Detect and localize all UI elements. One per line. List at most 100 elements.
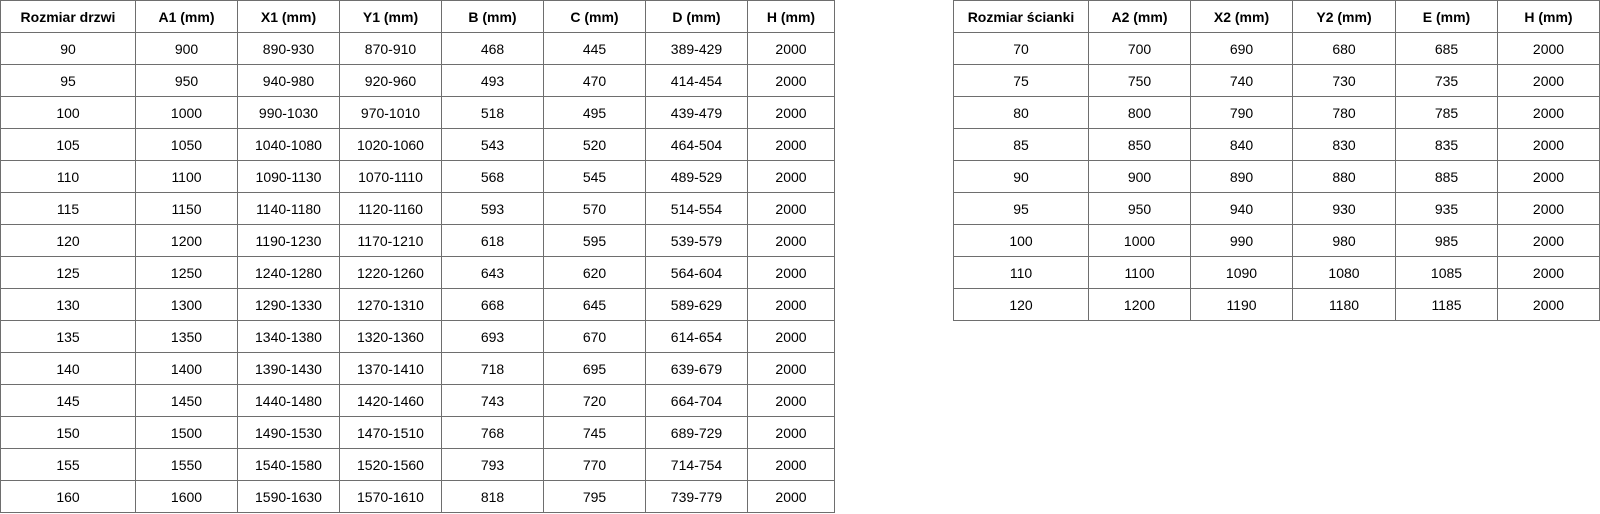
column-header: A1 (mm) [135, 0, 238, 33]
table-cell: 970-1010 [339, 96, 442, 129]
table-row: 125 1250 1240-1280 1220-1260 643 620 564-604 20… [0, 256, 835, 289]
table-cell: 1100 [1088, 256, 1191, 289]
table-cell: 2000 [747, 352, 835, 385]
table-cell: 1470-1510 [339, 416, 442, 449]
table-cell: 689-729 [645, 416, 748, 449]
table-cell: 680 [1292, 32, 1396, 65]
table-cell: 1020-1060 [339, 128, 442, 161]
table-cell: 990 [1190, 224, 1293, 257]
column-header: B (mm) [441, 0, 544, 33]
table-cell: 940-980 [237, 64, 340, 97]
table-cell: 750 [1088, 64, 1191, 97]
column-header: H (mm) [747, 0, 835, 33]
table-cell: 880 [1292, 160, 1396, 193]
table-cell: 2000 [747, 416, 835, 449]
table-cell: 95 [953, 192, 1089, 225]
table-cell: 2000 [747, 320, 835, 353]
table-cell: 140 [0, 352, 136, 385]
table-cell: 100 [953, 224, 1089, 257]
table-row: 120 1200 1190-1230 1170-1210 618 595 539-579 20… [0, 224, 835, 257]
table-cell: 2000 [747, 288, 835, 321]
table-cell: 1090-1130 [237, 160, 340, 193]
table-cell: 130 [0, 288, 136, 321]
table-cell: 800 [1088, 96, 1191, 129]
table-row: 140 1400 1390-1430 1370-1410 718 695 639-679 20… [0, 352, 835, 385]
table-cell: 2000 [747, 224, 835, 257]
table-row: 145 1450 1440-1480 1420-1460 743 720 664-704 20… [0, 384, 835, 417]
table-cell: 464-504 [645, 128, 748, 161]
table-cell: 135 [0, 320, 136, 353]
column-header: X1 (mm) [237, 0, 340, 33]
table-cell: 1540-1580 [237, 448, 340, 481]
table-cell: 115 [0, 192, 136, 225]
table-cell: 160 [0, 480, 136, 513]
table-cell: 735 [1395, 64, 1498, 97]
table-cell: 593 [441, 192, 544, 225]
wall-size-table: Rozmiar ścianki A2 (mm) X2 (mm) Y2 (mm) E (m… [953, 0, 1600, 321]
table-cell: 870-910 [339, 32, 442, 65]
table-row: 110 1100 1090 1080 1085 2000 [953, 256, 1600, 289]
table-cell: 85 [953, 128, 1089, 161]
table-cell: 1590-1630 [237, 480, 340, 513]
table-cell: 1570-1610 [339, 480, 442, 513]
table-cell: 570 [543, 192, 646, 225]
table-cell: 1600 [135, 480, 238, 513]
table-cell: 80 [953, 96, 1089, 129]
column-header: Y2 (mm) [1292, 0, 1396, 33]
table-row: 90 900 890-930 870-910 468 445 389-429 2000 [0, 32, 835, 65]
table-cell: 120 [0, 224, 136, 257]
table-cell: 2000 [1497, 224, 1600, 257]
table-cell: 2000 [747, 192, 835, 225]
table-cell: 1100 [135, 160, 238, 193]
table-cell: 1085 [1395, 256, 1498, 289]
table-cell: 643 [441, 256, 544, 289]
table-row: 155 1550 1540-1580 1520-1560 793 770 714-754 20… [0, 448, 835, 481]
table-cell: 2000 [747, 32, 835, 65]
table-cell: 493 [441, 64, 544, 97]
table-cell: 980 [1292, 224, 1396, 257]
table-row: 80 800 790 780 785 2000 [953, 96, 1600, 129]
table-cell: 890-930 [237, 32, 340, 65]
table-cell: 564-604 [645, 256, 748, 289]
table-cell: 2000 [747, 256, 835, 289]
table-cell: 668 [441, 288, 544, 321]
table-cell: 850 [1088, 128, 1191, 161]
table-cell: 1190-1230 [237, 224, 340, 257]
table-cell: 1200 [1088, 288, 1191, 321]
column-header: X2 (mm) [1190, 0, 1293, 33]
table-cell: 730 [1292, 64, 1396, 97]
table-cell: 1090 [1190, 256, 1293, 289]
table-cell: 1300 [135, 288, 238, 321]
table-cell: 2000 [1497, 64, 1600, 97]
table-cell: 70 [953, 32, 1089, 65]
table-cell: 1050 [135, 128, 238, 161]
table-cell: 2000 [747, 160, 835, 193]
table-cell: 930 [1292, 192, 1396, 225]
table-cell: 1490-1530 [237, 416, 340, 449]
table-cell: 1170-1210 [339, 224, 442, 257]
table-cell: 1120-1160 [339, 192, 442, 225]
table-cell: 1150 [135, 192, 238, 225]
table-cell: 539-579 [645, 224, 748, 257]
table-cell: 1140-1180 [237, 192, 340, 225]
table-cell: 2000 [1497, 96, 1600, 129]
column-header: Y1 (mm) [339, 0, 442, 33]
table-cell: 935 [1395, 192, 1498, 225]
table-row: 95 950 940 930 935 2000 [953, 192, 1600, 225]
table-cell: 2000 [747, 64, 835, 97]
table-cell: 818 [441, 480, 544, 513]
table-cell: 2000 [1497, 160, 1600, 193]
table-row: 95 950 940-980 920-960 493 470 414-454 2000 [0, 64, 835, 97]
table-cell: 620 [543, 256, 646, 289]
table-cell: 740 [1190, 64, 1293, 97]
table-cell: 985 [1395, 224, 1498, 257]
column-header: Rozmiar ścianki [953, 0, 1089, 33]
door-size-table: Rozmiar drzwi A1 (mm) X1 (mm) Y1 (mm) B (mm)… [0, 0, 835, 513]
table-row: 150 1500 1490-1530 1470-1510 768 745 689-729 20… [0, 416, 835, 449]
table-cell: 110 [953, 256, 1089, 289]
table-cell: 950 [1088, 192, 1191, 225]
table-cell: 589-629 [645, 288, 748, 321]
table-cell: 685 [1395, 32, 1498, 65]
table-cell: 105 [0, 128, 136, 161]
table-cell: 1070-1110 [339, 160, 442, 193]
